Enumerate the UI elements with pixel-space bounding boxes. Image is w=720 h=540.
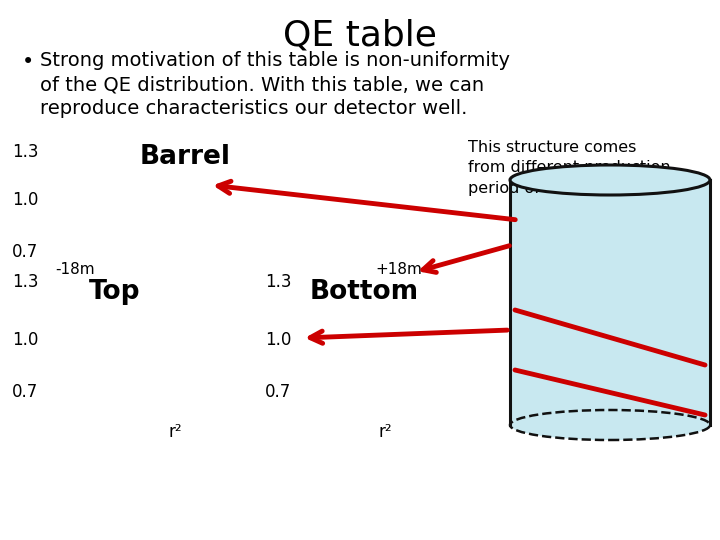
Ellipse shape: [510, 410, 710, 440]
Text: •: •: [22, 52, 35, 72]
Text: 1.3: 1.3: [12, 273, 38, 291]
Text: r²: r²: [378, 423, 392, 441]
Ellipse shape: [510, 165, 710, 195]
Bar: [510, 180, 710, 425]
Text: Strong motivation of this table is non-uniformity
of the QE distribution. With t: Strong motivation of this table is non-u…: [40, 51, 510, 118]
Text: Barrel: Barrel: [140, 144, 230, 170]
Text: 0.7: 0.7: [265, 383, 292, 401]
Text: This structure comes
from different production
period of PMTs.: This structure comes from different prod…: [468, 140, 670, 196]
Text: 1.0: 1.0: [12, 331, 38, 349]
Text: r²: r²: [168, 423, 182, 441]
Text: +18m: +18m: [375, 262, 422, 278]
Text: 0.7: 0.7: [12, 243, 38, 261]
Text: 1.0: 1.0: [265, 331, 292, 349]
Text: -18m: -18m: [55, 262, 94, 278]
Text: 1.3: 1.3: [265, 273, 292, 291]
Text: 0.7: 0.7: [12, 383, 38, 401]
Text: Top: Top: [89, 279, 140, 305]
Text: QE table: QE table: [283, 18, 437, 52]
Text: 1.0: 1.0: [12, 191, 38, 209]
Text: Bottom: Bottom: [310, 279, 419, 305]
Text: 1.3: 1.3: [12, 143, 38, 161]
